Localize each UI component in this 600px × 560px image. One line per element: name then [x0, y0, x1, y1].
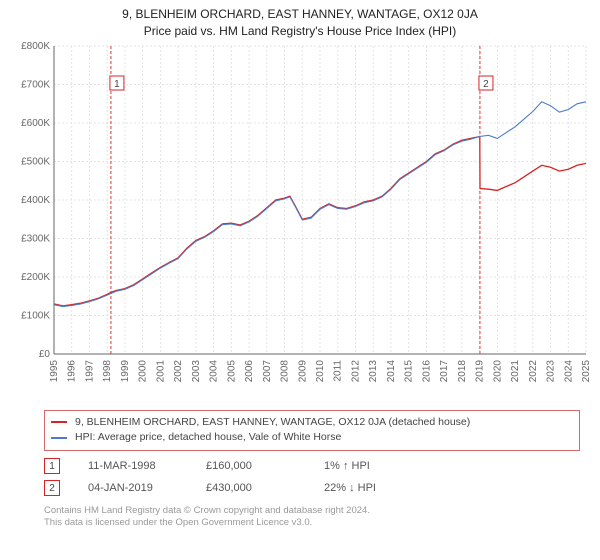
marker-price-1: £160,000	[206, 460, 296, 472]
svg-text:£400K: £400K	[21, 195, 50, 206]
svg-text:2009: 2009	[297, 359, 308, 382]
chart: £0 £100K £200K £300K £400K £500K £600K £700K £80…	[10, 42, 590, 402]
svg-text:£600K: £600K	[21, 118, 50, 129]
marker-row-2: 2 04-JAN-2019 £430,000 22% ↓ HPI	[44, 477, 580, 499]
svg-text:2025: 2025	[581, 359, 590, 382]
svg-text:1999: 1999	[120, 359, 131, 382]
legend-label-1: 9, BLENHEIM ORCHARD, EAST HANNEY, WANTAG…	[75, 415, 470, 431]
svg-text:£800K: £800K	[21, 42, 50, 52]
svg-text:2005: 2005	[226, 359, 237, 382]
svg-text:2021: 2021	[510, 359, 521, 382]
svg-text:2013: 2013	[368, 359, 379, 382]
svg-text:2017: 2017	[439, 359, 450, 382]
marker-date-2: 04-JAN-2019	[88, 482, 178, 494]
svg-text:2006: 2006	[244, 359, 255, 382]
svg-text:£500K: £500K	[21, 156, 50, 167]
legend-box: 9, BLENHEIM ORCHARD, EAST HANNEY, WANTAG…	[44, 410, 580, 452]
svg-text:1996: 1996	[67, 359, 78, 382]
svg-text:2020: 2020	[492, 359, 503, 382]
marker-pct-2: 22% ↓ HPI	[324, 482, 376, 494]
legend-swatch-1	[51, 421, 67, 423]
marker-badge-2: 2	[44, 480, 60, 496]
arrow-down-icon: ↓	[349, 482, 355, 494]
legend-row-1: 9, BLENHEIM ORCHARD, EAST HANNEY, WANTAG…	[51, 415, 573, 431]
marker-price-2: £430,000	[206, 482, 296, 494]
footer-line-1: Contains HM Land Registry data © Crown c…	[44, 505, 580, 517]
marker-row-1: 1 11-MAR-1998 £160,000 1% ↑ HPI	[44, 455, 580, 477]
legend-row-2: HPI: Average price, detached house, Vale…	[51, 430, 573, 446]
arrow-up-icon: ↑	[343, 460, 349, 472]
svg-text:2002: 2002	[173, 359, 184, 382]
chart-svg: £0 £100K £200K £300K £400K £500K £600K £700K £80…	[10, 42, 590, 402]
svg-text:2023: 2023	[546, 359, 557, 382]
legend-label-2: HPI: Average price, detached house, Vale…	[75, 430, 341, 446]
svg-text:2011: 2011	[333, 359, 344, 381]
marker-badge-1: 1	[44, 458, 60, 474]
svg-text:2018: 2018	[457, 359, 468, 382]
svg-text:2016: 2016	[421, 359, 432, 382]
marker-pct-1: 1% ↑ HPI	[324, 460, 370, 472]
svg-text:£0: £0	[39, 349, 51, 360]
legend-swatch-2	[51, 437, 67, 439]
svg-text:£200K: £200K	[21, 272, 50, 283]
svg-text:2010: 2010	[315, 359, 326, 382]
svg-text:£100K: £100K	[21, 310, 50, 321]
svg-text:2007: 2007	[262, 359, 273, 382]
title-area: 9, BLENHEIM ORCHARD, EAST HANNEY, WANTAG…	[0, 0, 600, 42]
svg-text:£300K: £300K	[21, 233, 50, 244]
svg-text:2008: 2008	[280, 359, 291, 382]
svg-text:1998: 1998	[102, 359, 113, 382]
svg-text:2004: 2004	[209, 359, 220, 382]
footer-line-2: This data is licensed under the Open Gov…	[44, 517, 580, 529]
svg-text:2019: 2019	[475, 359, 486, 382]
svg-text:2022: 2022	[528, 359, 539, 382]
svg-text:2012: 2012	[350, 359, 361, 382]
markers-table: 1 11-MAR-1998 £160,000 1% ↑ HPI 2 04-JAN…	[44, 455, 580, 499]
svg-text:2003: 2003	[191, 359, 202, 382]
svg-text:£700K: £700K	[21, 79, 50, 90]
footer-note: Contains HM Land Registry data © Crown c…	[44, 505, 580, 530]
svg-text:2: 2	[483, 79, 489, 90]
svg-text:1: 1	[114, 79, 120, 90]
svg-text:2000: 2000	[138, 359, 149, 382]
marker-date-1: 11-MAR-1998	[88, 460, 178, 472]
title-line-1: 9, BLENHEIM ORCHARD, EAST HANNEY, WANTAG…	[0, 6, 600, 23]
svg-text:1995: 1995	[49, 359, 60, 382]
svg-text:2024: 2024	[563, 359, 574, 382]
svg-text:2015: 2015	[404, 359, 415, 382]
title-line-2: Price paid vs. HM Land Registry's House …	[0, 23, 600, 40]
svg-text:2014: 2014	[386, 359, 397, 382]
svg-text:2001: 2001	[155, 359, 166, 382]
svg-text:1997: 1997	[84, 359, 95, 382]
